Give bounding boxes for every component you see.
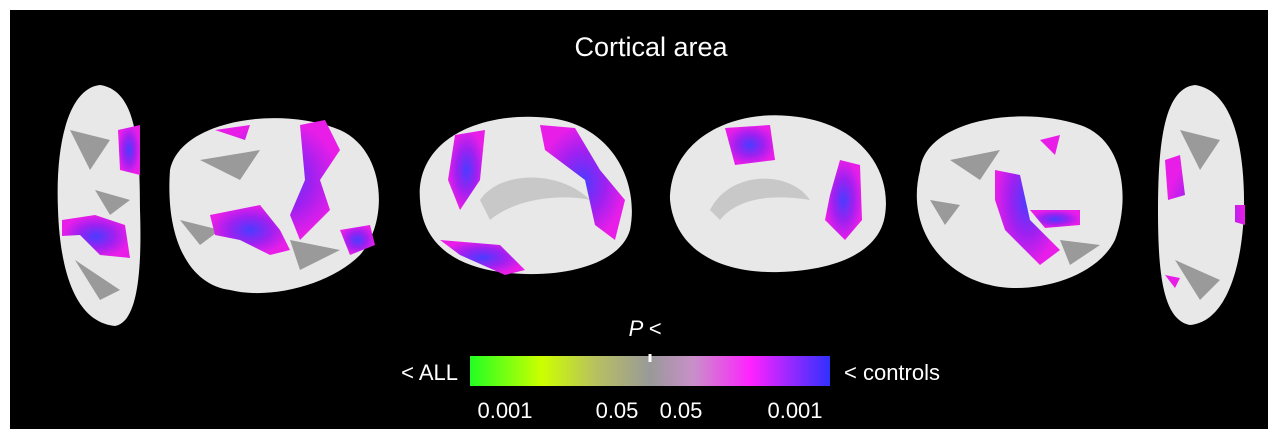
brain-left-medial — [420, 117, 632, 275]
colorbar-left-label: < ALL — [401, 360, 458, 385]
brain-right-lateral — [917, 116, 1123, 288]
colorbar-tick-label: 0.001 — [477, 398, 532, 423]
colorbar-right-label: < controls — [844, 360, 940, 385]
colorbar-tick-label: 0.05 — [596, 398, 639, 423]
colorbar-label: P < — [629, 316, 662, 341]
brain-right-medial — [670, 115, 886, 272]
colorbar-tick-label: 0.05 — [660, 398, 703, 423]
page: {"title": "Cortical area", "colorbar": {… — [0, 0, 1278, 439]
colorbar-tick-label: 0.001 — [767, 398, 822, 423]
title: Cortical area — [574, 32, 728, 62]
figure: Cortical area — [0, 0, 1278, 439]
